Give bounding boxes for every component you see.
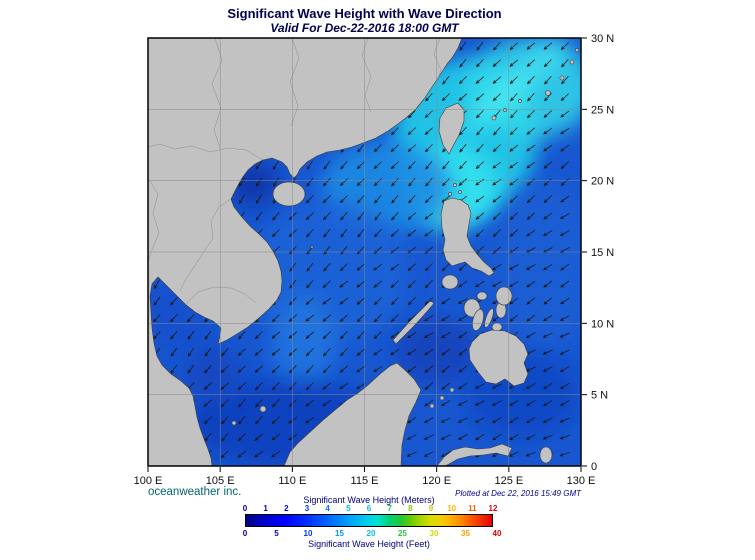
land-sulu-island (429, 403, 435, 409)
lon-tick-label: 125 E (494, 475, 523, 487)
plotted-timestamp: Plotted at Dec 22, 2016 15:49 GMT (455, 489, 581, 498)
map-frame (147, 37, 582, 467)
colorbar-feet-tick: 40 (492, 529, 502, 538)
lon-tick-label: 110 E (278, 475, 306, 487)
colorbar-meters-tick: 9 (428, 504, 434, 513)
colorbar-feet-tick: 0 (242, 529, 248, 538)
lat-tick-label: 10 N (591, 318, 614, 330)
border-line (179, 198, 232, 292)
lat-tick-label: 15 N (591, 247, 614, 259)
land-sulu-island (449, 387, 455, 393)
colorbar-meters-tick: 12 (488, 504, 498, 513)
wave-region-off-peninsula-low (184, 344, 242, 402)
lon-tick-label: 100 E (134, 475, 163, 487)
border-line (433, 38, 442, 85)
lon-tick-label: 115 E (351, 475, 379, 487)
axis-labels-layer: 100 E 105 E 110 E 115 E 120 E 125 E 130 E 0 5 N 1… (134, 33, 615, 487)
colorbar-feet-tick: 30 (429, 529, 439, 538)
land-batanes-island (453, 183, 457, 187)
border-line (289, 38, 300, 127)
wave-region-streak-2 (463, 70, 526, 134)
colorbar-meters-tick: 8 (408, 504, 413, 513)
land-ryukyu-island (518, 99, 522, 103)
colorbar-feet-tick: 20 (366, 529, 376, 538)
colorbar-meters-tick-row: 0 1 2 3 4 5 6 7 8 9 10 11 12 (242, 504, 498, 514)
colorbar-feet-tick: 15 (335, 529, 344, 538)
colorbar-meters-tick: 7 (387, 504, 392, 513)
land-babuyan-island (458, 190, 462, 194)
land-mindanao (468, 329, 529, 387)
colorbar-meters-tick: 11 (468, 504, 477, 513)
land-mindoro (441, 274, 459, 290)
wave-region-philippine-sea (494, 180, 581, 352)
colorbar-feet-tick: 35 (461, 529, 470, 538)
graticule-layer (148, 38, 581, 466)
page-subtitle: Valid For Dec-22-2016 18:00 GMT (270, 21, 459, 35)
land-asia-mainland (148, 38, 463, 466)
land-sulawesi-arm (436, 443, 513, 466)
land-babuyan-island (448, 192, 452, 196)
lat-tick-label: 20 N (591, 176, 614, 188)
colorbar-title-meters: Significant Wave Height (Meters) (303, 495, 435, 505)
colorbar-meters-tick: 0 (242, 504, 248, 513)
lat-tick-label: 5 N (591, 390, 608, 402)
land-samar (495, 286, 513, 306)
border-line (361, 38, 372, 113)
colorbar-meters-tick: 2 (284, 504, 289, 513)
lon-tick-label: 105 E (206, 475, 235, 487)
lat-tick-label: 30 N (591, 33, 614, 45)
land-paracel-island (310, 245, 314, 249)
colorbar-gradient (245, 514, 493, 527)
land-ryukyu-island (575, 48, 579, 52)
border-line (211, 38, 223, 149)
colorbar-feet-tick: 25 (398, 529, 407, 538)
land-palawan (392, 300, 435, 345)
political-borders-layer (148, 38, 442, 305)
lon-tick-label: 130 E (567, 475, 596, 487)
page-title: Significant Wave Height with Wave Direct… (227, 6, 502, 21)
land-cebu (484, 308, 494, 328)
border-line (185, 286, 257, 305)
colorbar-feet-tick: 5 (274, 529, 279, 538)
lat-tick-label: 0 (591, 461, 597, 473)
lat-tick-label: 25 N (591, 104, 614, 116)
colorbar-meters-tick: 5 (346, 504, 351, 513)
land-anambas-island (231, 420, 237, 426)
colorbar-meters-tick: 10 (447, 504, 457, 513)
land-masbate (476, 291, 488, 301)
land-ryukyu-island (491, 115, 497, 121)
land-ryukyu-island (559, 75, 565, 81)
land-layer (148, 38, 579, 466)
colorbar-meters-tick: 3 (304, 504, 310, 513)
land-taiwan (438, 102, 465, 155)
colorbar-feet-tick: 10 (303, 529, 313, 538)
land-negros (472, 308, 484, 332)
colorbar-title-feet: Significant Wave Height (Feet) (308, 539, 430, 549)
land-bohol (491, 322, 503, 332)
land-natuna-island (259, 405, 267, 413)
land-halmahera (539, 446, 553, 464)
land-sulu-island (439, 395, 445, 401)
land-hainan (272, 181, 306, 207)
colorbar-feet-tick-row: 0 5 10 15 20 25 30 35 40 (242, 529, 502, 539)
colorbar-meters-tick: 6 (366, 504, 372, 513)
land-ryukyu-island (569, 59, 575, 65)
land-luzon (440, 197, 495, 277)
land-ryukyu-island (545, 90, 551, 96)
lon-tick-label: 120 E (422, 475, 451, 487)
land-borneo (283, 362, 422, 466)
border-line (148, 143, 264, 161)
oceanweather-credit: oceanweather inc. (148, 486, 242, 498)
colorbar-meters-tick: 4 (325, 504, 330, 513)
colorbar-meters-tick: 1 (263, 504, 268, 513)
border-line (148, 177, 160, 263)
land-ryukyu-island (503, 108, 507, 112)
wave-region-vietnam-jet (272, 294, 336, 395)
